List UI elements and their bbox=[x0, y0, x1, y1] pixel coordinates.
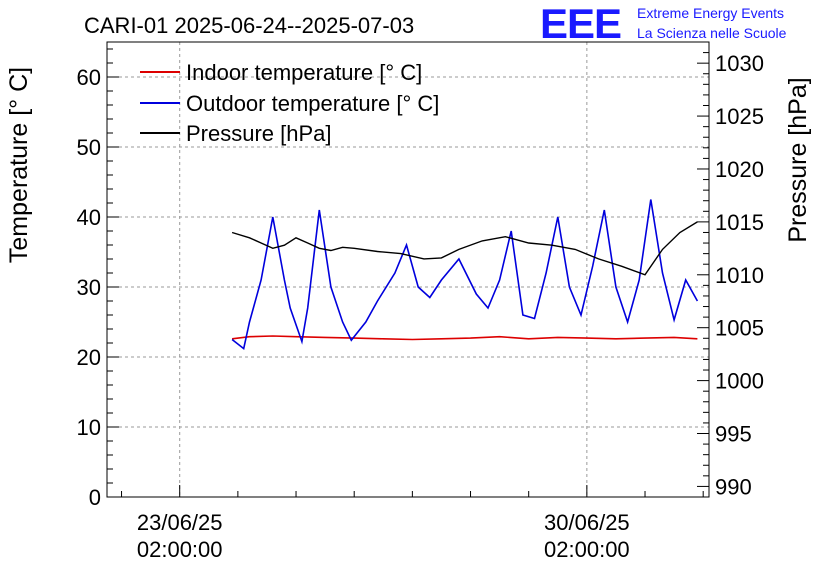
y2-tick-label: 1005 bbox=[715, 316, 764, 341]
y2-tick-label: 1025 bbox=[715, 104, 764, 129]
y-tick-label: 40 bbox=[77, 205, 101, 230]
x-tick-label-date: 30/06/25 bbox=[544, 510, 630, 535]
y-tick-label: 50 bbox=[77, 135, 101, 160]
series-outdoor-temperature-line bbox=[231, 199, 699, 351]
y-tick-label: 60 bbox=[77, 65, 101, 90]
project-subtitle: La Scienza nelle Scuole bbox=[637, 25, 787, 41]
grid bbox=[107, 42, 709, 497]
y2-axis-label: Pressure [hPa] bbox=[784, 77, 812, 242]
y-tick-label: 0 bbox=[89, 485, 101, 510]
y-axis-label: Temperature [° C] bbox=[5, 67, 33, 263]
left-axis: 0 10 20 30 40 50 60 bbox=[77, 48, 119, 510]
x-tick-label-time: 02:00:00 bbox=[544, 537, 630, 562]
y2-tick-label: 990 bbox=[715, 474, 752, 499]
series-pressure-line bbox=[231, 221, 698, 276]
project-name: Extreme Energy Events bbox=[637, 5, 784, 21]
y-tick-label: 10 bbox=[77, 415, 101, 440]
y-tick-label: 30 bbox=[77, 275, 101, 300]
logo-text: EEE bbox=[540, 0, 621, 47]
y2-tick-label: 1010 bbox=[715, 263, 764, 288]
chart-title: CARI-01 2025-06-24--2025-07-03 bbox=[84, 13, 414, 38]
legend: Indoor temperature [° C] Outdoor tempera… bbox=[140, 60, 439, 146]
series-indoor-temperature-line bbox=[232, 335, 698, 341]
y2-tick-label: 1030 bbox=[715, 51, 764, 76]
legend-indoor-label: Indoor temperature [° C] bbox=[186, 60, 422, 85]
x-tick-label-time: 02:00:00 bbox=[137, 537, 223, 562]
y2-tick-label: 1000 bbox=[715, 369, 764, 394]
eee-logo: EEE Extreme Energy Events La Scienza nel… bbox=[540, 0, 787, 47]
y2-tick-label: 1020 bbox=[715, 157, 764, 182]
y-tick-label: 20 bbox=[77, 345, 101, 370]
x-tick-label-date: 23/06/25 bbox=[137, 510, 223, 535]
plot-frame bbox=[106, 41, 710, 498]
y2-tick-label: 995 bbox=[715, 422, 752, 447]
legend-outdoor-label: Outdoor temperature [° C] bbox=[186, 91, 439, 116]
legend-pressure-label: Pressure [hPa] bbox=[186, 121, 332, 146]
y2-tick-label: 1015 bbox=[715, 210, 764, 235]
right-axis: 990 995 1000 1005 1010 1015 1020 1025 1030 bbox=[697, 41, 764, 499]
